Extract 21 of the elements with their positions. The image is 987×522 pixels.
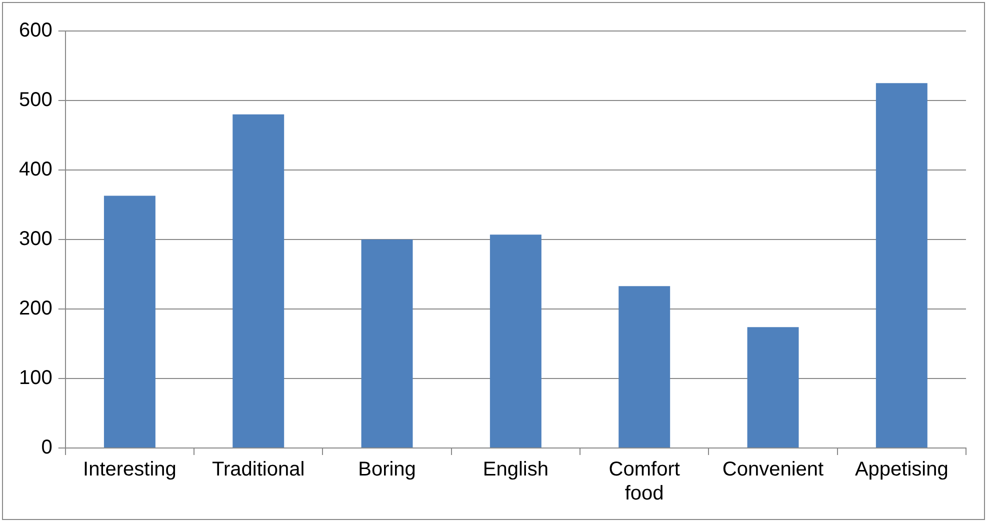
bar [618,286,670,448]
y-tick-label: 100 [18,367,52,390]
bar [361,240,413,448]
bar [104,196,156,448]
x-tick-label: Appetising [854,458,948,481]
x-tick-label: Convenient [722,458,824,481]
y-tick-label: 600 [18,20,52,42]
x-tick-label: Traditional [212,458,305,481]
y-tick-label: 400 [18,158,52,181]
bar [490,234,542,448]
bar [876,83,928,448]
x-tick-label: Interesting [83,458,176,481]
x-tick-label: Boring [358,458,416,481]
y-tick-label: 200 [18,298,52,320]
bar [747,327,799,448]
x-tick-label: English [482,458,548,481]
x-tick-label: Comfort food [608,458,680,505]
y-tick-label: 300 [18,228,52,250]
y-tick-label: 500 [18,89,52,112]
bar [232,114,284,448]
y-tick-label: 0 [41,436,52,459]
